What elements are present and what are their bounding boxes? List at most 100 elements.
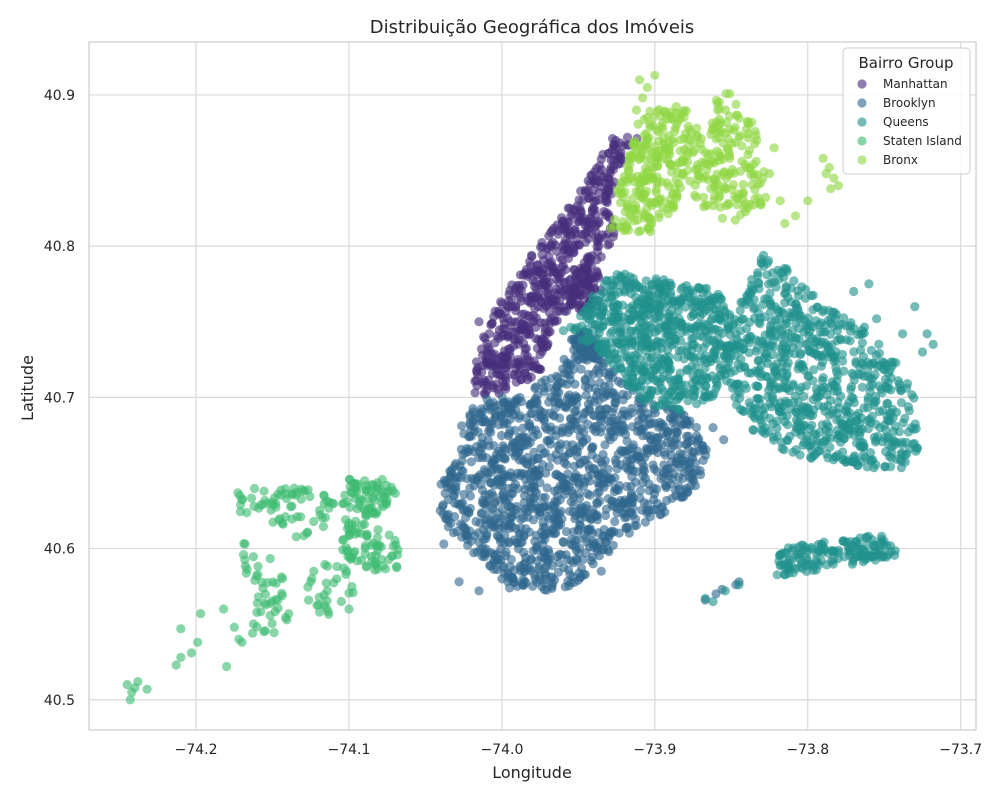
data-point [777,403,787,413]
data-point [560,582,570,592]
data-point [821,169,831,179]
data-point [877,531,887,541]
data-point [314,592,324,602]
data-point [745,163,755,173]
data-point [910,302,920,312]
data-point [783,420,793,430]
data-point [523,375,533,385]
data-point [647,386,657,396]
data-point [309,516,319,527]
data-point [640,341,650,351]
data-point [641,174,651,184]
data-point [581,305,591,315]
data-point [668,202,678,212]
data-point [806,291,816,301]
data-point [740,380,750,390]
data-point [570,352,580,362]
data-point [600,196,610,206]
data-point [539,416,549,426]
data-point [732,200,742,210]
data-point [757,418,767,429]
data-point [838,447,848,457]
data-point [610,397,620,408]
data-point [822,560,832,570]
data-point [882,432,893,442]
data-point [789,276,799,286]
data-point [579,349,589,359]
data-point [864,279,874,289]
data-point [569,264,579,275]
data-point [835,334,845,344]
data-point [456,499,466,509]
data-point [625,351,636,361]
data-point [894,427,905,437]
data-point [492,555,502,566]
data-point [811,565,821,575]
data-point [619,425,629,435]
data-point [704,392,714,402]
data-point [779,353,790,363]
data-point [806,452,816,463]
data-point [610,290,620,300]
data-point [688,468,698,478]
data-point [770,366,780,376]
x-tick-label: −73.8 [786,742,829,758]
data-point [361,480,371,491]
data-point [631,341,641,351]
data-point [834,545,844,556]
data-point [667,134,677,144]
data-point [442,510,452,521]
data-point [628,510,638,520]
data-point [856,437,866,447]
data-point [585,213,595,223]
data-point [362,561,372,571]
data-point [520,322,530,332]
data-point [579,569,589,579]
data-point [571,393,582,403]
data-point [624,444,635,454]
data-point [819,402,829,412]
data-point [881,447,891,457]
data-point [870,370,880,380]
data-point [638,284,648,294]
data-point [562,229,572,239]
data-point [790,349,800,359]
data-point [556,302,566,312]
data-point [721,201,731,211]
data-point [786,333,796,343]
data-point [260,589,270,599]
legend-label: Brooklyn [883,96,936,110]
data-point [751,346,762,356]
data-point [613,185,623,195]
data-point [690,180,700,190]
data-point [266,505,276,515]
data-point [585,315,595,325]
data-point [645,161,655,172]
data-point [542,340,552,350]
data-point [815,391,825,401]
data-point [721,364,731,374]
data-point [559,402,569,412]
data-point [686,312,697,322]
data-point [686,481,696,491]
data-point [341,569,351,580]
data-point [527,398,537,408]
data-point [514,413,524,423]
data-point [586,377,596,388]
data-point [894,379,905,389]
data-point [676,336,686,346]
data-point [592,544,603,554]
data-point [879,420,889,430]
data-point [802,566,812,577]
data-point [662,329,672,339]
data-point [550,316,560,327]
data-point [277,590,287,601]
data-point [863,396,873,406]
data-point [588,369,598,379]
data-point [693,170,703,180]
data-point [573,216,583,226]
data-point [474,586,484,596]
data-point [617,410,627,420]
data-point [523,440,533,450]
data-point [486,402,496,413]
